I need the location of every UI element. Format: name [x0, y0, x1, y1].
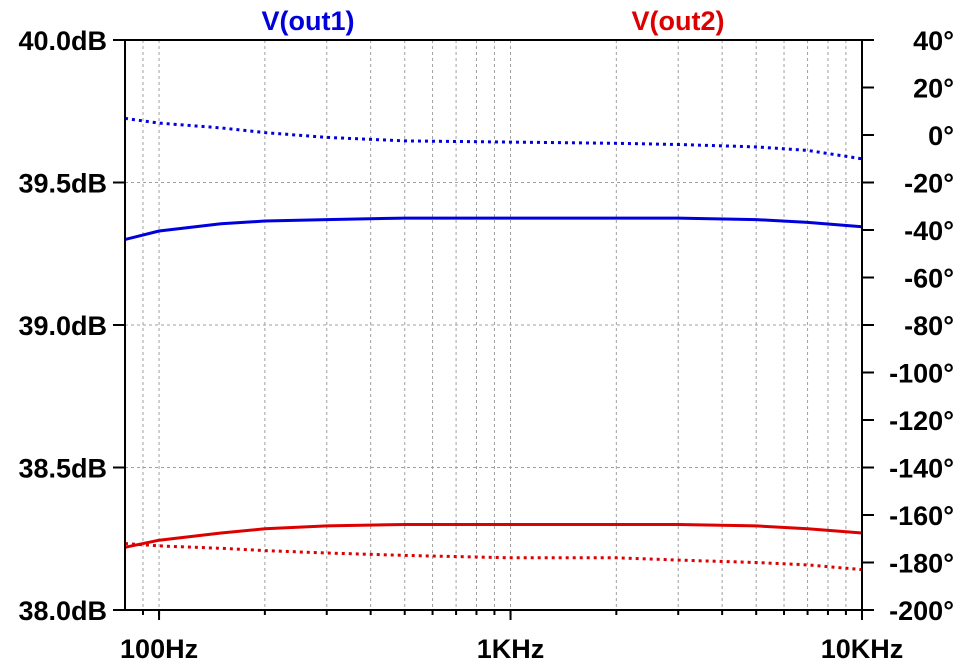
y2-tick-label: 0°	[928, 121, 954, 151]
y-tick-label: 39.5dB	[18, 169, 107, 199]
y-tick-label: 39.0dB	[18, 311, 107, 341]
y2-tick-label: 20°	[913, 74, 954, 104]
series-layer	[124, 116, 863, 572]
y2-tick-label: -180°	[889, 549, 954, 579]
y-tick-label: 38.0dB	[18, 596, 107, 626]
y2-tick-label: -200°	[889, 596, 954, 626]
legend-label-series-1: V(out1)	[262, 6, 355, 36]
x-tick-label: 100Hz	[120, 634, 198, 664]
series-1-magnitude-line	[124, 216, 863, 241]
y2-tick-label: -100°	[889, 359, 954, 389]
series-2-magnitude-line	[124, 523, 863, 549]
legend: V(out1) V(out2)	[262, 6, 725, 36]
y2-tick-label: 40°	[913, 26, 954, 56]
y2-tick-label: -160°	[889, 501, 954, 531]
y-tick-label: 40.0dB	[18, 26, 107, 56]
series-2-phase-line	[124, 542, 863, 572]
y2-tick-label: -120°	[889, 406, 954, 436]
y2-tick-label: -60°	[904, 264, 954, 294]
legend-label-series-2: V(out2)	[632, 6, 725, 36]
axes: 40.0dB 39.5dB 39.0dB 38.5dB 38.0dB 40° 20° 0° -2…	[18, 26, 954, 664]
x-tick-label: 10KHz	[821, 634, 904, 664]
grid	[125, 40, 862, 610]
y2-tick-label: -80°	[904, 311, 954, 341]
series-1-phase-line	[124, 116, 863, 161]
x-tick-label: 1KHz	[477, 634, 545, 664]
y2-tick-label: -40°	[904, 216, 954, 246]
y-tick-label: 38.5dB	[18, 454, 107, 484]
y2-tick-label: -20°	[904, 169, 954, 199]
y2-tick-label: -140°	[889, 454, 954, 484]
